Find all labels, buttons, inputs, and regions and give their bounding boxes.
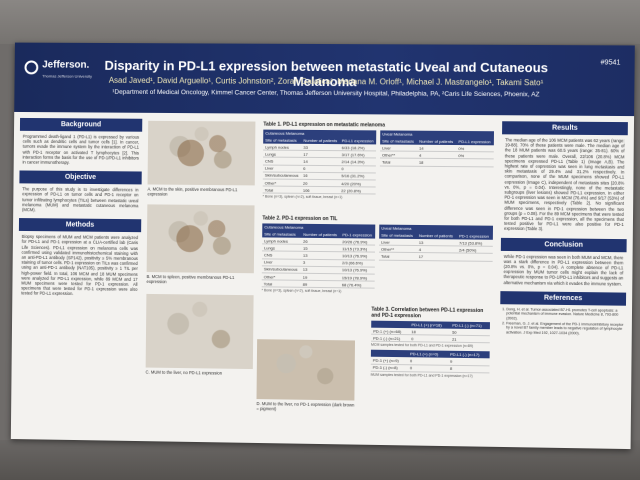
table-row: Total 17: [379, 253, 493, 261]
table-2-title: Table 2. PD-1 expression on TIL: [262, 215, 493, 223]
background-text: Programmed death-ligand 1 (PD-L1) is exp…: [20, 134, 143, 166]
table-1-footnote: * Bone (n=3), spleen (n=2), soft tissue,…: [263, 195, 494, 201]
micrograph-a: [148, 121, 256, 186]
table-cell: 0: [409, 335, 450, 343]
table-3-mum-note: MUM samples tested for both PD-L1 and PD…: [371, 372, 490, 378]
references-heading: References: [500, 291, 626, 306]
poster: Jefferson. Thomas Jefferson University D…: [11, 43, 635, 450]
caption-c: C. MUM to the liver, no PD-L1 expression: [146, 370, 253, 377]
image-c: C. MUM to the liver, no PD-L1 expression: [146, 294, 254, 376]
table-2-cutaneous: Cutaneous Melanoma Site of metastasis Nu…: [262, 223, 376, 289]
table-cell: Total: [262, 280, 301, 288]
table-cell: PD-1 (-) (n=8): [371, 364, 408, 372]
table-2-uveal: Uveal Melanoma Site of metastasis Number…: [379, 225, 493, 262]
table-cell: 68 (76.4%): [340, 281, 375, 289]
table-row: PD-1 (-) (n=21) 0 21: [371, 334, 490, 343]
objective-text: The purpose of this study is to investig…: [19, 187, 141, 214]
table-cell: 21: [450, 335, 490, 343]
results-heading: Results: [502, 121, 628, 135]
table-cell: 106: [301, 186, 339, 194]
reference-item: Freeman, G. J. et al. Engagement of the …: [506, 321, 626, 336]
micrograph-d: [257, 339, 356, 400]
methods-heading: Methods: [19, 218, 141, 232]
poster-affiliations: ¹Department of Medical Oncology, Kimmel …: [91, 89, 561, 99]
table-cell: 0: [408, 364, 448, 372]
poster-banner: Jefferson. Thomas Jefferson University D…: [14, 43, 635, 117]
wall-top: [0, 0, 640, 44]
caption-a: A. MCM to the skin, positive membranous …: [147, 186, 254, 197]
table-cell: Total: [263, 186, 301, 194]
table-cell: 8: [448, 365, 490, 373]
table-3-title: Table 3. Correlation between PD-L1 expre…: [371, 307, 490, 321]
background-heading: Background: [20, 118, 142, 132]
table-cell: 22 (20.8%): [339, 187, 375, 195]
table-1: Table 1. PD-L1 expression on metastatic …: [263, 122, 494, 201]
table-row: Total 89 68 (76.4%): [262, 280, 375, 289]
table-1-title: Table 1. PD-L1 expression on metastatic …: [263, 122, 494, 130]
table-cell: [457, 253, 493, 261]
table-cell: 18: [417, 159, 456, 167]
logo-mark-icon: [24, 60, 38, 74]
image-d: D. MUM to the liver, no PD-1 expression …: [256, 339, 355, 412]
left-column: Background Programmed death-ligand 1 (PD…: [18, 118, 142, 304]
table-cell: Total: [379, 253, 417, 261]
table-cell: PD-1 (-) (n=21): [371, 334, 409, 342]
jefferson-logo: Jefferson. Thomas Jefferson University: [24, 56, 93, 90]
table-cell: [456, 159, 493, 167]
table-cell: 89: [301, 280, 340, 288]
conclusion-heading: Conclusion: [501, 238, 627, 252]
references-list: Dong, H. et al. Tumor-associated B7-H1 p…: [500, 307, 626, 336]
table-1-uveal: Uveal Melanoma Site of metastasis Number…: [380, 130, 494, 167]
table-3: Table 3. Correlation between PD-L1 expre…: [371, 307, 490, 379]
micrograph-b: [147, 204, 255, 273]
table-cell: 17: [417, 253, 457, 261]
table-cell: Total: [380, 158, 417, 166]
caption-b: B. MCM to spleen, positive membranous PD…: [147, 274, 254, 285]
image-b: B. MCM to spleen, positive membranous PD…: [147, 204, 255, 285]
table-3-mcm: PD-L1 (+) (n=18) PD-L1 (-) (n=71) PD-1 (…: [371, 321, 490, 344]
objective-heading: Objective: [19, 171, 141, 185]
right-column: Results The median age of the 106 MCM pa…: [500, 121, 628, 336]
table-row: Total 18: [380, 158, 494, 166]
table-2: Table 2. PD-1 expression on TIL Cutaneou…: [262, 215, 493, 295]
poster-id: #9541: [601, 59, 621, 66]
table-row: PD-1 (-) (n=8) 0 8: [371, 364, 490, 373]
caption-d: D. MUM to the liver, no PD-1 expression …: [256, 401, 354, 412]
image-a: A. MCM to the skin, positive membranous …: [147, 121, 255, 198]
table-3-mcm-note: MCM samples tested for both PD-L1 and PD…: [371, 343, 490, 349]
logo-subtext: Thomas Jefferson University: [42, 73, 97, 78]
micrograph-c: [146, 294, 254, 369]
table-1-cutaneous: Cutaneous Melanoma Site of metastasis Nu…: [263, 130, 377, 195]
logo-text: Jefferson.: [42, 60, 89, 71]
conclusion-text: While PD-1 expression was seen in both M…: [500, 254, 626, 287]
table-row: Total 106 22 (20.8%): [263, 186, 376, 194]
results-text: The median age of the 106 MCM patients w…: [501, 137, 628, 232]
methods-text: Biopsy specimens of MUM and MCM patients…: [18, 234, 141, 297]
table-3-mum: PD-L1 (+) (n=0) PD-L1 (-) (n=17) PD-1 (+…: [371, 350, 490, 373]
reference-item: Dong, H. et al. Tumor-associated B7-H1 p…: [506, 307, 626, 322]
